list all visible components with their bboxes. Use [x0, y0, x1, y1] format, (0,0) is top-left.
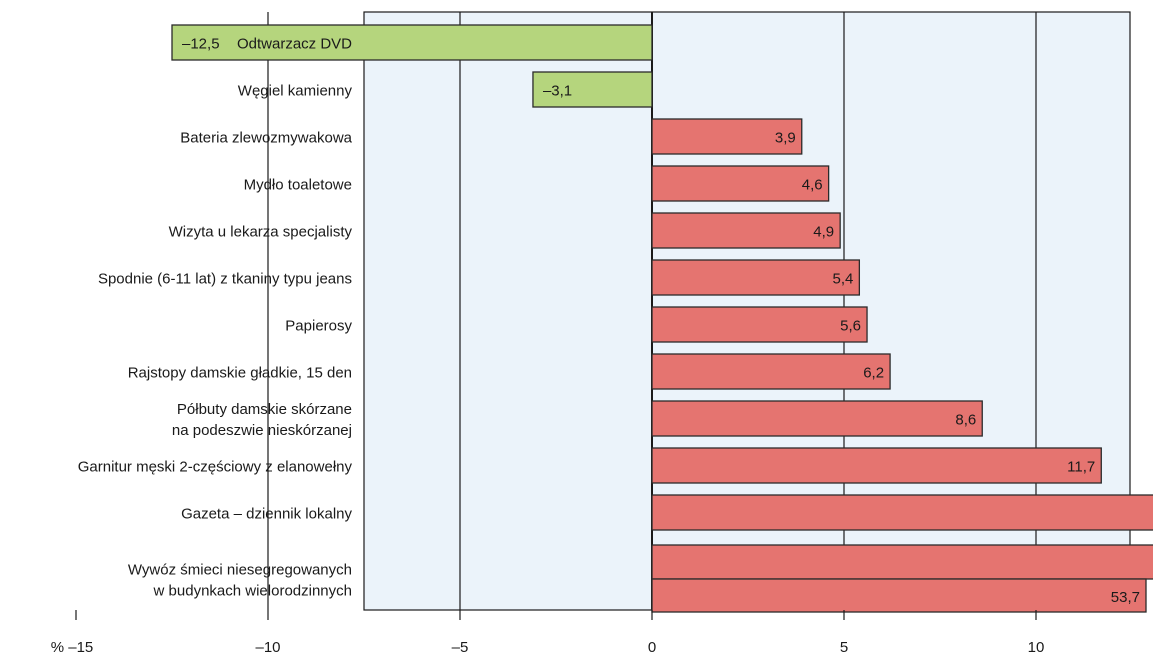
bar-value-label: 11,7	[1067, 459, 1095, 476]
bar-value-label: 53,7	[1111, 589, 1140, 606]
x-tick-label: % –15	[51, 639, 94, 656]
x-tick-label: –5	[452, 639, 469, 656]
bar	[651, 212, 841, 249]
category-label: Gazeta – dziennik lokalny	[181, 506, 352, 523]
category-label: Odtwarzacz DVD	[237, 36, 352, 53]
x-tick-label: –10	[255, 639, 280, 656]
category-label: na podeszwie nieskórzanej	[172, 422, 352, 439]
bar	[651, 494, 1153, 531]
category-label: Półbuty damskie skórzane	[177, 401, 352, 418]
bar-extension	[651, 578, 1147, 613]
bar	[651, 353, 891, 390]
bar	[171, 24, 653, 61]
category-label: Mydło toaletowe	[244, 177, 352, 194]
bar-value-label: 4,6	[802, 177, 823, 194]
bar-value-label: 3,9	[775, 130, 796, 147]
category-label: Rajstopy damskie gładkie, 15 den	[128, 365, 352, 382]
bar-value-label: 4,9	[813, 224, 834, 241]
bar	[651, 306, 868, 343]
bar-value-label: 5,6	[840, 318, 861, 335]
x-tick-label: 10	[1028, 639, 1045, 656]
bar	[651, 259, 861, 296]
category-label: Węgiel kamienny	[238, 83, 353, 100]
category-label: Papierosy	[285, 318, 352, 335]
x-tick-label: 5	[840, 639, 848, 656]
x-tick-label: 0	[648, 639, 656, 656]
bar-value-label: 5,4	[833, 271, 854, 288]
bar	[651, 544, 1153, 580]
category-label: w budynkach wielorodzinnych	[153, 583, 352, 600]
category-label: Wywóz śmieci niesegregowanych	[128, 562, 352, 579]
bar-value-label: –12,5	[182, 36, 220, 53]
category-label: Spodnie (6-11 lat) z tkaniny typu jeans	[98, 271, 352, 288]
bar	[651, 447, 1102, 484]
bar	[651, 118, 803, 155]
bar-value-label: –3,1	[543, 83, 572, 100]
category-label: Bateria zlewozmywakowa	[180, 130, 352, 147]
bar	[532, 71, 653, 108]
bar-value-label: 6,2	[863, 365, 884, 382]
bar	[651, 400, 983, 437]
category-label: Wizyta u lekarza specjalisty	[169, 224, 353, 241]
bar	[651, 165, 830, 202]
category-label: Garnitur męski 2-częściowy z elanowełny	[78, 459, 353, 476]
bar-value-label: 8,6	[955, 412, 976, 429]
